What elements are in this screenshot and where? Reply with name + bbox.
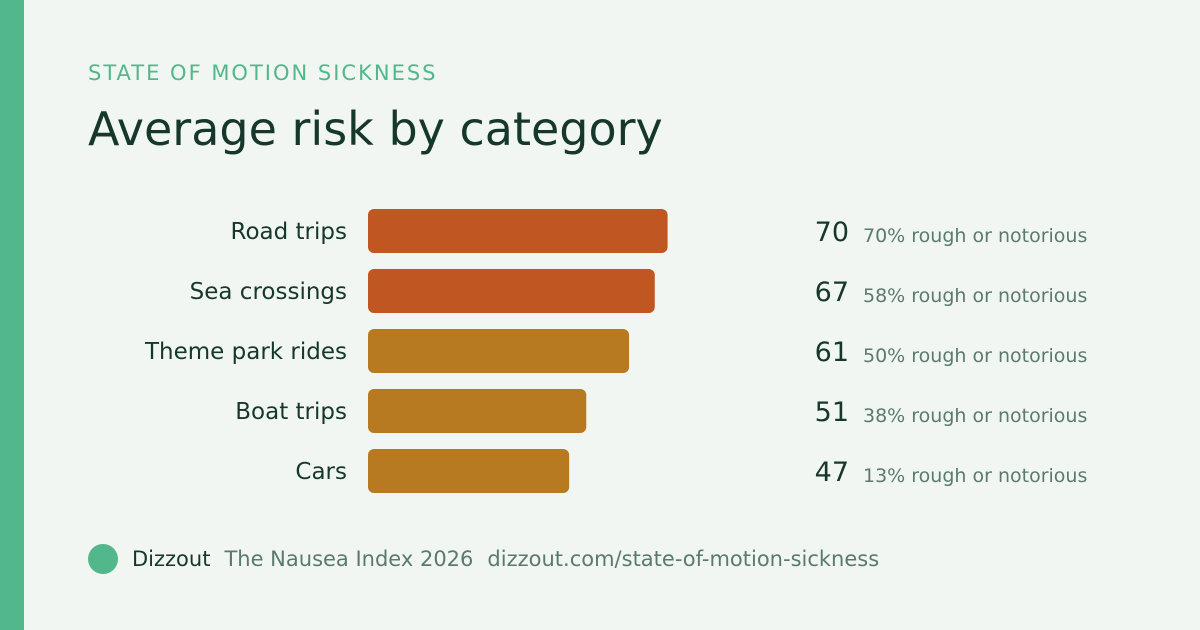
eyebrow-label: STATE OF MOTION SICKNESS: [88, 61, 438, 85]
report-name: The Nausea Index 2026: [224, 547, 474, 571]
value-label: 61: [815, 337, 849, 368]
share-label: 13% rough or notorious: [863, 465, 1087, 487]
value-label: 70: [815, 217, 849, 248]
category-label: Cars: [295, 459, 347, 485]
share-label: 50% rough or notorious: [863, 345, 1087, 367]
category-label: Sea crossings: [190, 279, 347, 305]
category-label: Boat trips: [235, 399, 347, 425]
accent-bar: [0, 0, 24, 630]
value-label: 67: [815, 277, 849, 308]
bar: [368, 269, 655, 313]
footer: Dizzout The Nausea Index 2026 dizzout.co…: [88, 543, 879, 575]
source-url[interactable]: dizzout.com/state-of-motion-sickness: [487, 547, 880, 571]
bar: [368, 209, 668, 253]
share-label: 58% rough or notorious: [863, 285, 1087, 307]
brand-logo-dot: [88, 544, 118, 574]
brand-name: Dizzout: [132, 547, 211, 571]
category-label: Theme park rides: [144, 339, 347, 365]
category-label: Road trips: [231, 219, 347, 245]
share-label: 38% rough or notorious: [863, 405, 1087, 427]
bar: [368, 449, 570, 493]
bar: [368, 389, 587, 433]
value-label: 47: [815, 457, 849, 488]
chart-title: Average risk by category: [88, 102, 663, 156]
share-label: 70% rough or notorious: [863, 225, 1087, 247]
value-label: 51: [815, 397, 849, 428]
bar: [368, 329, 630, 373]
